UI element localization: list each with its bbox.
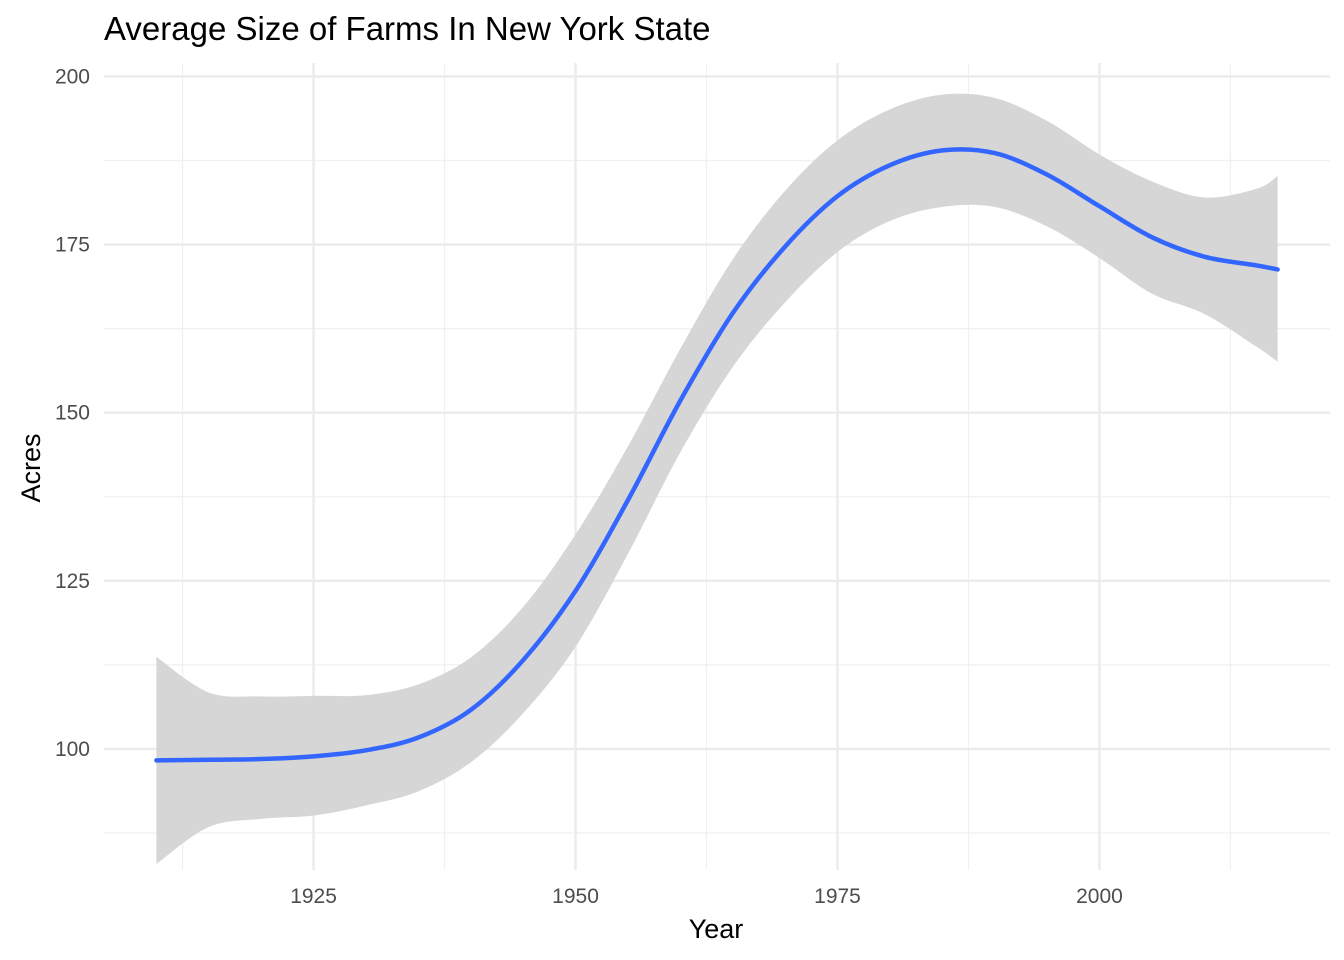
trend-line-layer: [154, 147, 1280, 763]
y-tick-label: 125: [55, 570, 90, 593]
tick-labels: 1925 1950 1975 2000 100 125 150 175 200: [55, 65, 1123, 908]
y-tick-label: 200: [55, 65, 90, 88]
smooth-trend-line: [154, 147, 1280, 763]
x-axis-title: Year: [689, 914, 744, 944]
confidence-band: [156, 93, 1278, 864]
x-tick-label: 1950: [552, 885, 599, 908]
x-tick-label: 2000: [1076, 885, 1123, 908]
y-axis-title: Acres: [16, 433, 46, 502]
chart-title: Average Size of Farms In New York State: [104, 10, 711, 47]
y-tick-label: 100: [55, 738, 90, 761]
x-tick-label: 1925: [290, 885, 337, 908]
confidence-band-layer: [156, 93, 1278, 864]
y-tick-label: 150: [55, 402, 90, 425]
grid: [104, 63, 1330, 870]
y-tick-label: 175: [55, 234, 90, 257]
x-tick-label: 1975: [814, 885, 861, 908]
